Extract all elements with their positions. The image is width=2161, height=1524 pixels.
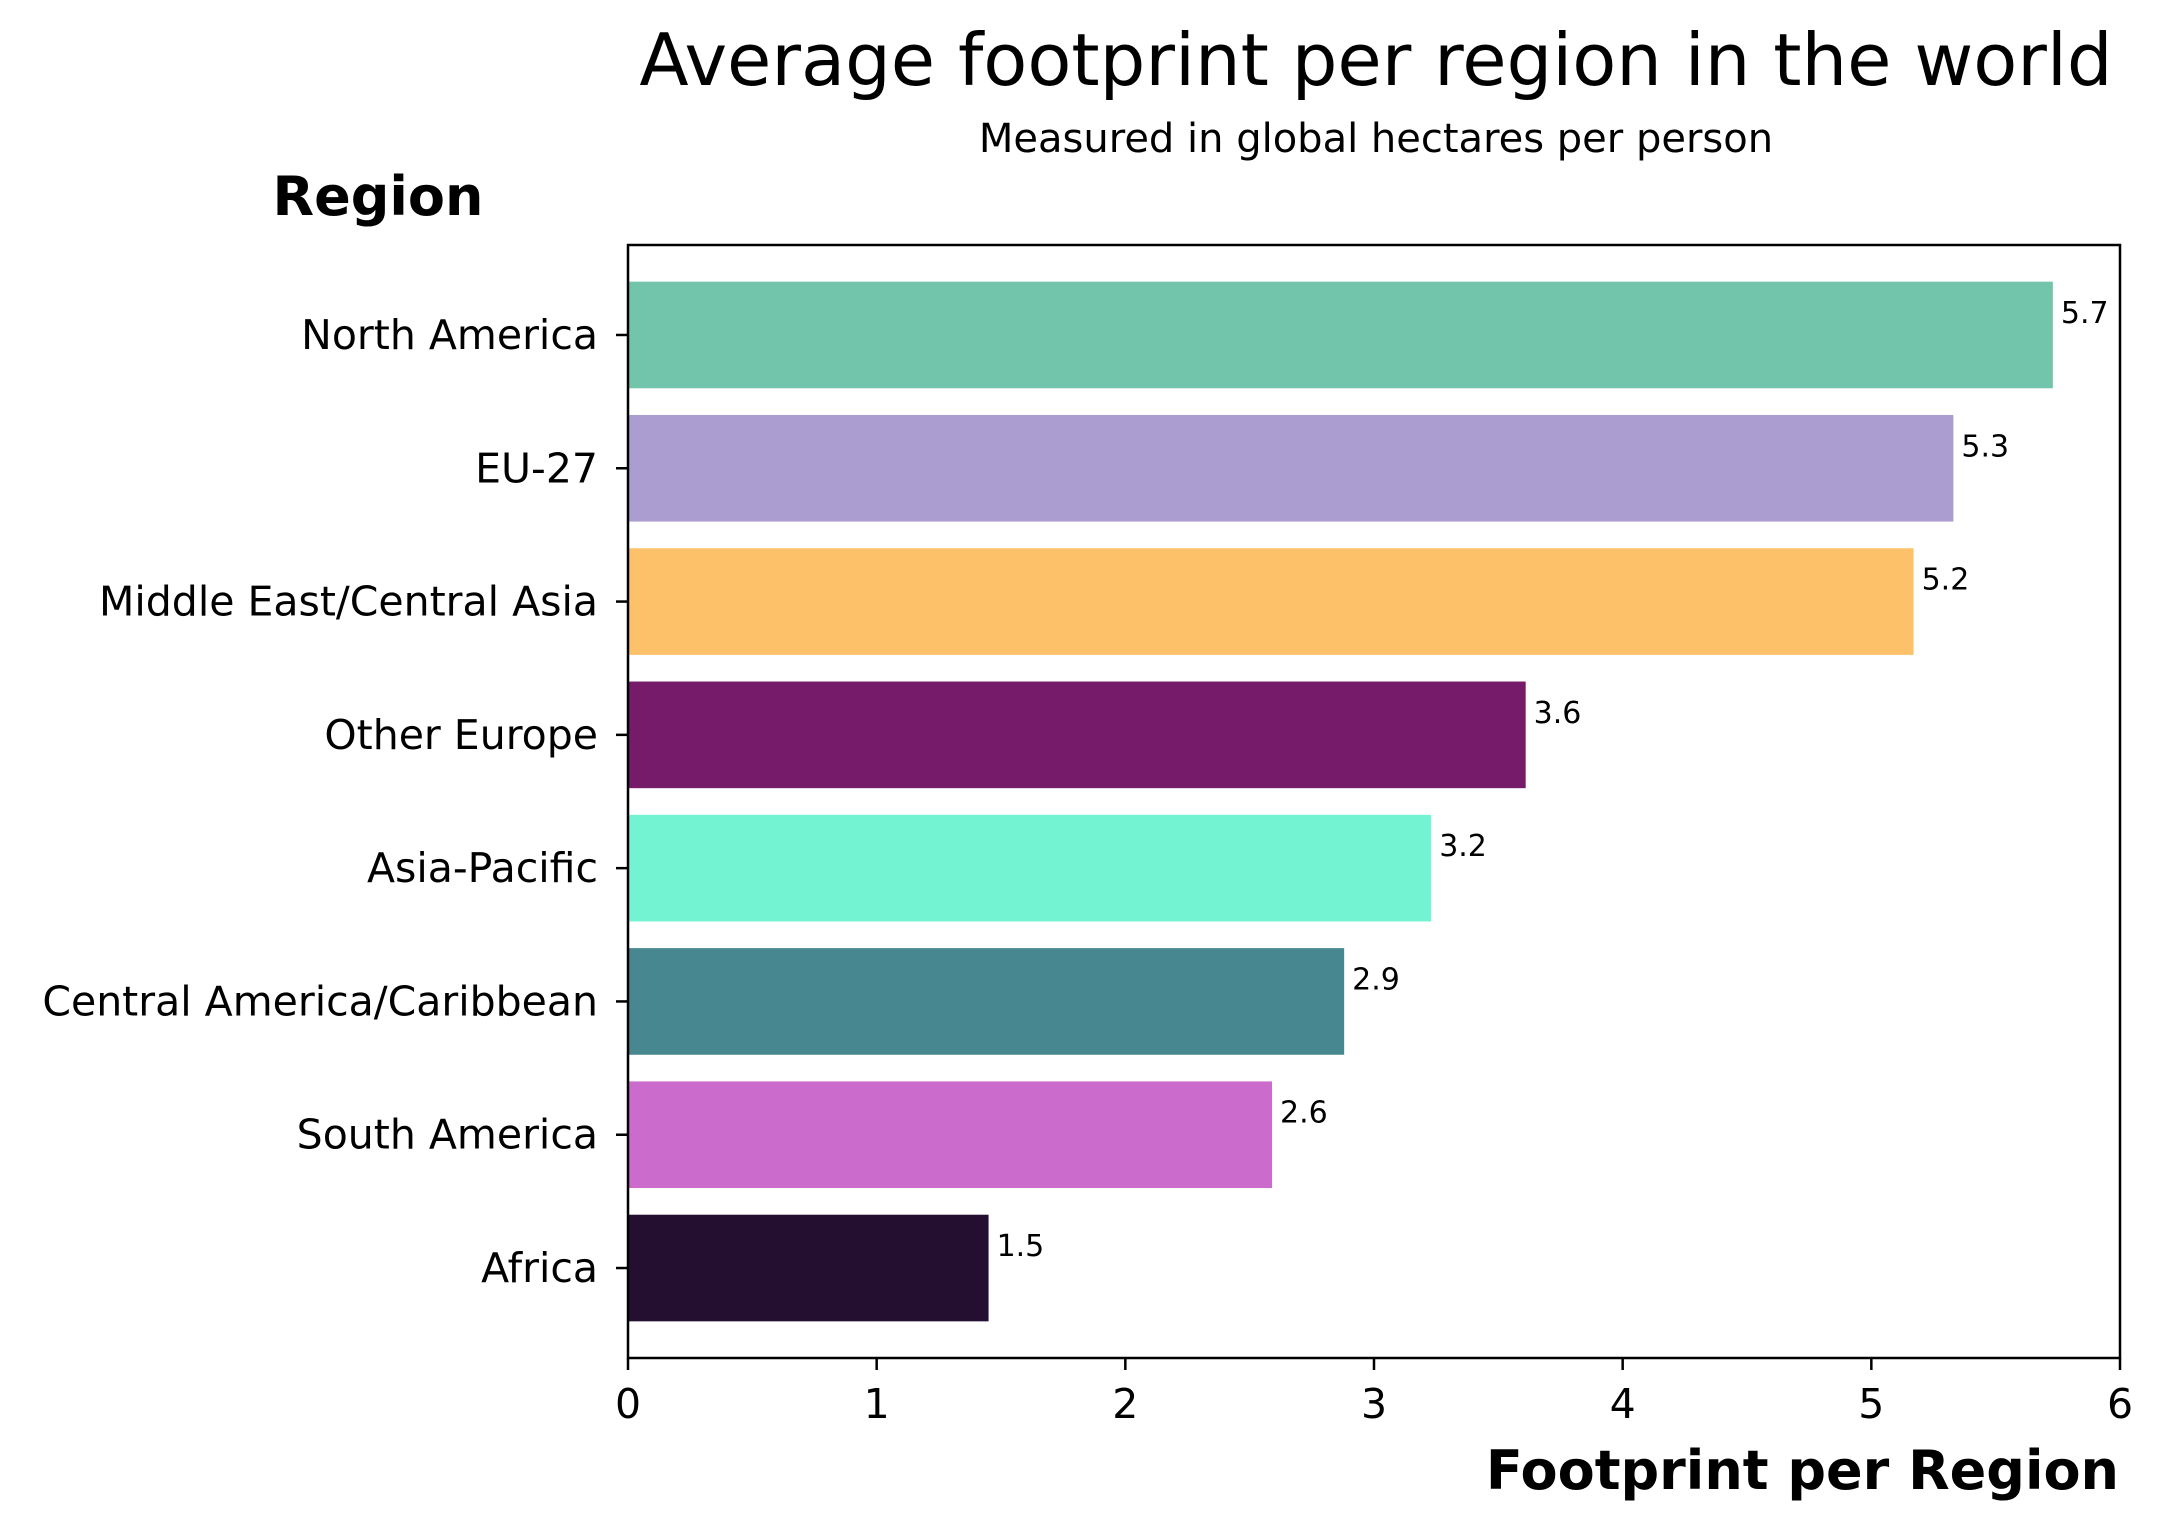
- data-labels-layer: 5.7 5.3 5.2 3.6 3.2 2.9 2.6 1.5: [997, 296, 2109, 1264]
- bar-middle-east-central-asia: [628, 548, 1914, 655]
- x-tick-label-3: 3: [1361, 1380, 1387, 1428]
- bar-central-america-caribbean: [628, 948, 1345, 1055]
- y-tick-label-eu-27: EU-27: [475, 444, 598, 492]
- data-label-africa: 1.5: [997, 1229, 1045, 1264]
- x-axis: 0 1 2 3 4 5 6: [615, 1358, 2133, 1428]
- y-tick-label-africa: Africa: [481, 1244, 598, 1292]
- chart-title: Average footprint per region in the worl…: [639, 18, 2112, 102]
- data-label-central-america-caribbean: 2.9: [1352, 962, 1400, 997]
- bar-north-america: [628, 281, 2053, 389]
- bar-south-america: [628, 1081, 1273, 1189]
- data-label-north-america: 5.7: [2061, 296, 2109, 331]
- y-tick-label-north-america: North America: [301, 311, 598, 359]
- bar-asia-pacific: [628, 814, 1432, 922]
- y-tick-label-south-america: South America: [297, 1111, 598, 1159]
- x-tick-label-2: 2: [1112, 1380, 1138, 1428]
- data-label-eu-27: 5.3: [1961, 429, 2009, 464]
- y-axis-title: Region: [273, 165, 484, 228]
- data-label-asia-pacific: 3.2: [1439, 829, 1487, 864]
- data-label-middle-east-central-asia: 5.2: [1922, 563, 1970, 598]
- y-tick-label-middle-east-central-asia: Middle East/Central Asia: [99, 578, 598, 626]
- x-tick-label-1: 1: [864, 1380, 890, 1428]
- x-tick-label-6: 6: [2107, 1380, 2133, 1428]
- y-tick-label-asia-pacific: Asia-Pacific: [367, 844, 598, 892]
- data-label-south-america: 2.6: [1280, 1096, 1328, 1131]
- bars-layer: [628, 281, 2053, 1322]
- y-tick-label-other-europe: Other Europe: [324, 711, 598, 759]
- x-tick-label-4: 4: [1610, 1380, 1636, 1428]
- x-tick-label-0: 0: [615, 1380, 641, 1428]
- bar-other-europe: [628, 681, 1526, 789]
- y-tick-label-central-america-caribbean: Central America/Caribbean: [42, 977, 598, 1025]
- bar-africa: [628, 1214, 989, 1322]
- plot-frame: [626, 243, 2122, 1360]
- chart-subtitle: Measured in global hectares per person: [979, 116, 1773, 162]
- bar-eu-27: [628, 414, 1954, 522]
- y-axis: North America EU-27 Middle East/Central As…: [42, 311, 628, 1292]
- x-axis-title: Footprint per Region: [1486, 1439, 2119, 1502]
- data-label-other-europe: 3.6: [1534, 696, 1582, 731]
- x-tick-label-5: 5: [1858, 1380, 1884, 1428]
